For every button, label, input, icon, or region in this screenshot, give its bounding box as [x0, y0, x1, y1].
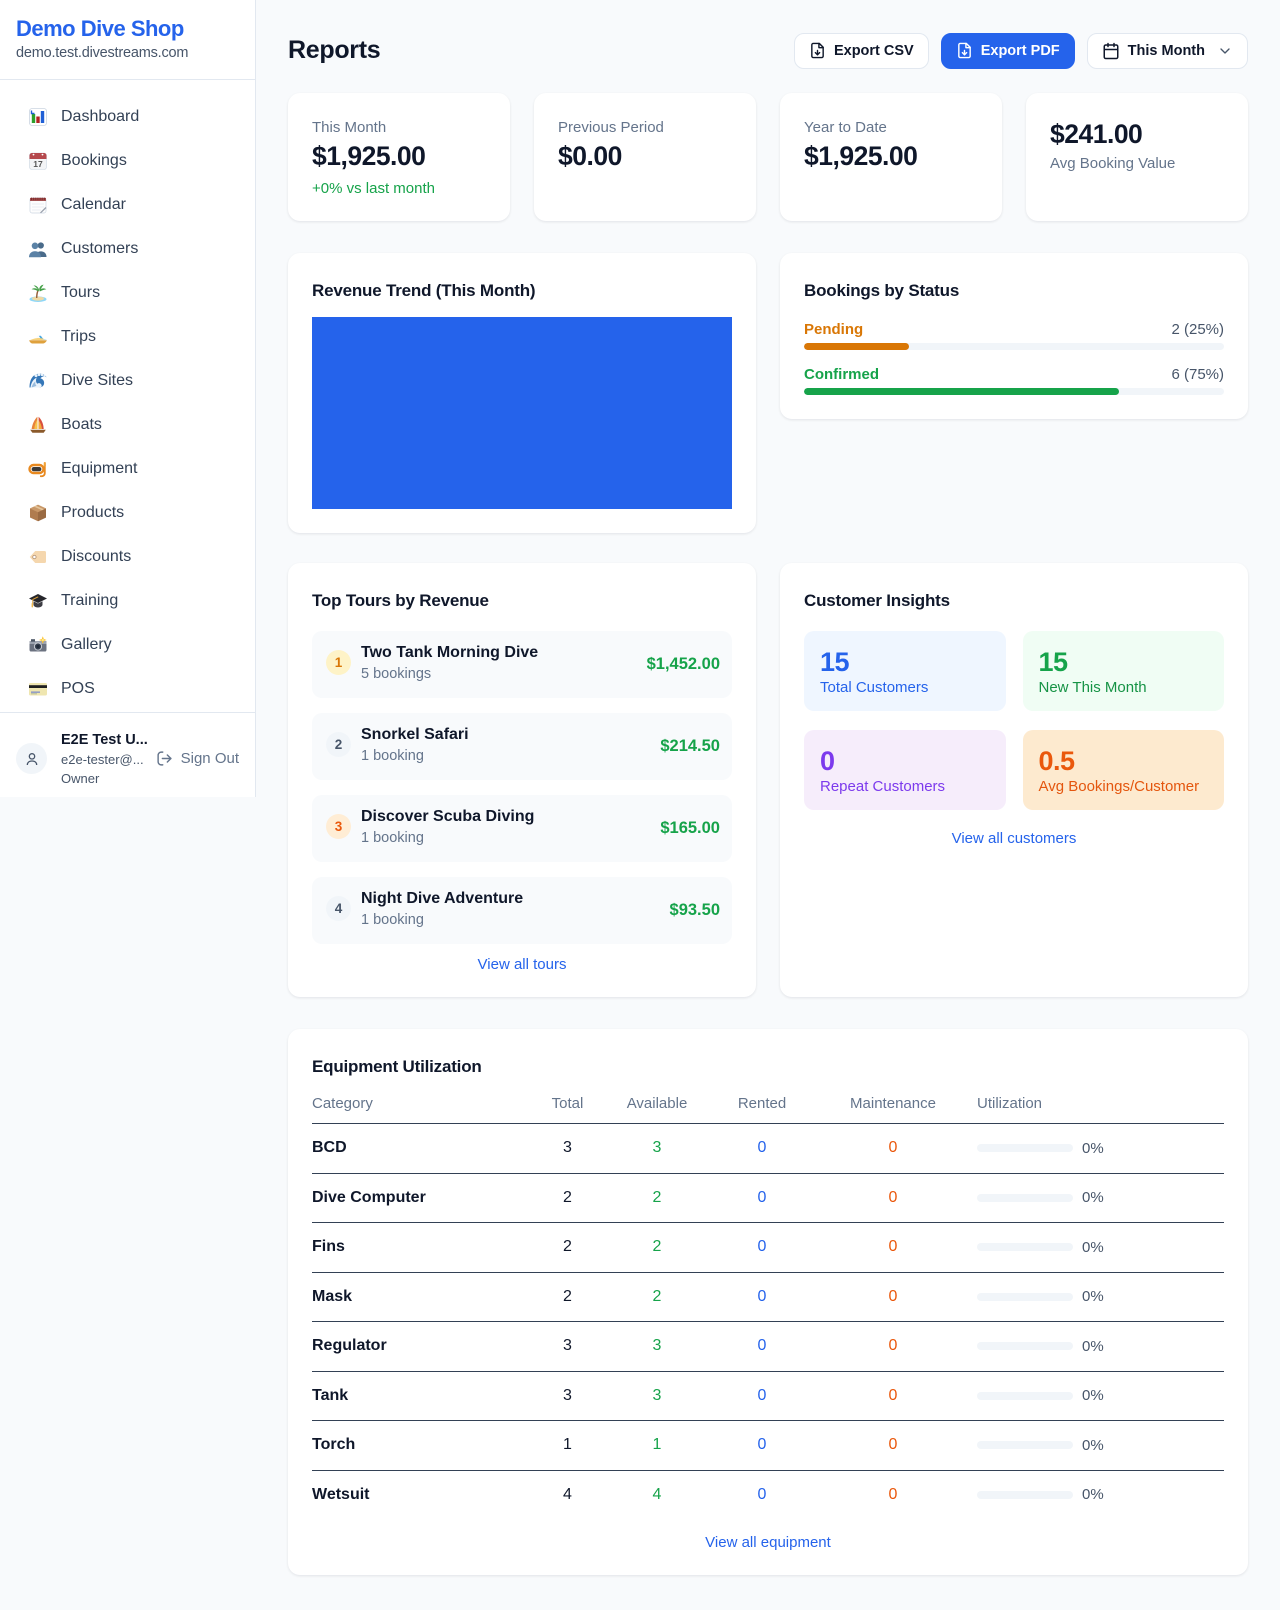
svg-text:17: 17 [33, 159, 43, 169]
